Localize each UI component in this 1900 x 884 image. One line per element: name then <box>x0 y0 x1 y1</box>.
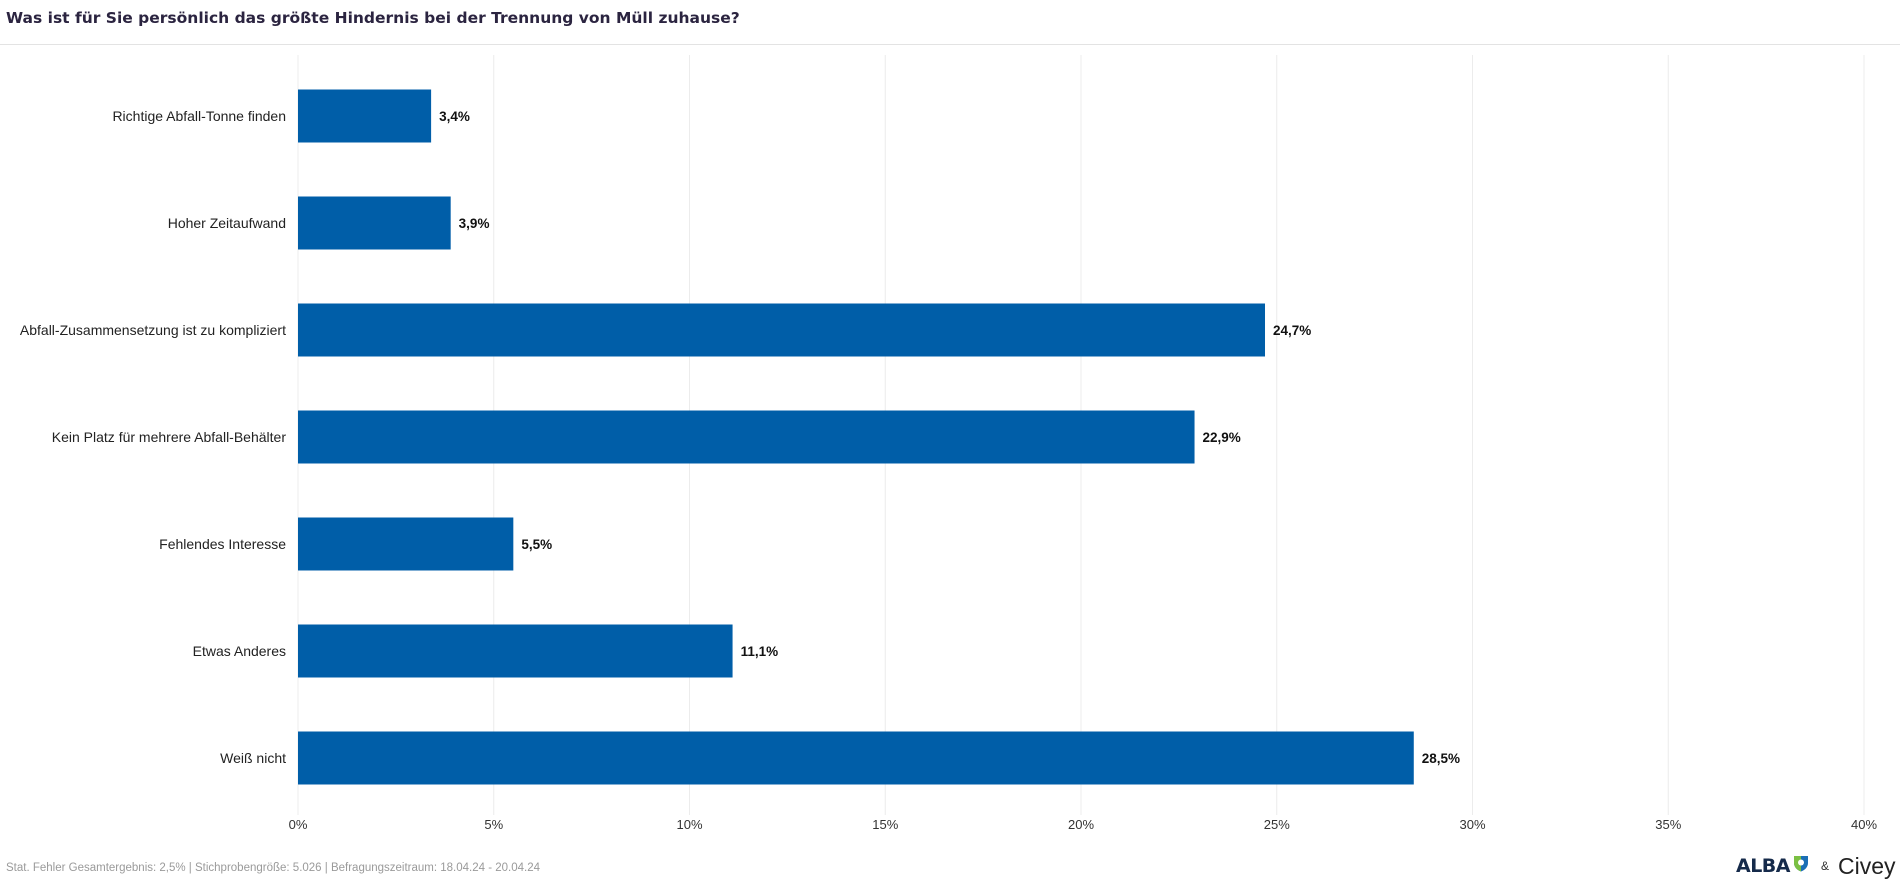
logos: ALBA & Civey <box>1736 853 1896 879</box>
category-labels: Richtige Abfall-Tonne finden Hoher Zeitau… <box>20 108 286 766</box>
x-tick-label: 25% <box>1264 817 1290 832</box>
bar <box>298 517 514 571</box>
category-label: Weiß nicht <box>220 750 286 766</box>
bar <box>298 196 451 250</box>
chart-header: Was ist für Sie persönlich das größte Hi… <box>0 0 1900 45</box>
footer-note: Stat. Fehler Gesamtergebnis: 2,5% | Stic… <box>6 862 541 874</box>
value-label: 22,9% <box>1203 430 1241 445</box>
value-label: 3,9% <box>459 216 490 231</box>
category-label: Etwas Anderes <box>193 643 286 659</box>
category-label: Hoher Zeitaufwand <box>168 215 286 231</box>
bar <box>298 303 1266 357</box>
ampersand: & <box>1821 859 1830 873</box>
value-label: 3,4% <box>439 109 470 124</box>
category-label: Fehlendes Interesse <box>159 536 286 552</box>
x-tick-label: 10% <box>676 817 702 832</box>
bar-chart: Richtige Abfall-Tonne finden Hoher Zeitau… <box>20 55 1878 832</box>
value-label: 5,5% <box>521 537 552 552</box>
category-label: Abfall-Zusammensetzung ist zu komplizier… <box>20 322 286 338</box>
bar <box>298 89 432 143</box>
x-tick-label: 20% <box>1068 817 1094 832</box>
x-tick-label: 0% <box>289 817 308 832</box>
x-tick-label: 5% <box>484 817 503 832</box>
civey-logo: Civey <box>1838 852 1896 879</box>
value-labels: 3,4% 3,9% 24,7% 22,9% 5,5% 11,1% 28,5% <box>439 109 1460 766</box>
category-label: Kein Platz für mehrere Abfall-Behälter <box>52 429 287 445</box>
bar <box>298 410 1195 464</box>
value-label: 28,5% <box>1422 751 1460 766</box>
x-axis-ticks: 0% 5% 10% 15% 20% 25% 30% 35% 40% <box>289 817 1878 832</box>
bar <box>298 731 1414 785</box>
value-label: 11,1% <box>741 644 779 659</box>
x-tick-label: 40% <box>1851 817 1877 832</box>
bar <box>298 624 733 678</box>
x-tick-label: 35% <box>1655 817 1681 832</box>
chart-title: Was ist für Sie persönlich das größte Hi… <box>6 9 740 27</box>
x-tick-label: 30% <box>1459 817 1485 832</box>
bars <box>298 89 1414 785</box>
alba-logo: ALBA <box>1736 855 1791 877</box>
x-tick-label: 15% <box>872 817 898 832</box>
category-label: Richtige Abfall-Tonne finden <box>112 108 286 124</box>
value-label: 24,7% <box>1273 323 1311 338</box>
alba-shield-icon <box>1793 855 1809 877</box>
